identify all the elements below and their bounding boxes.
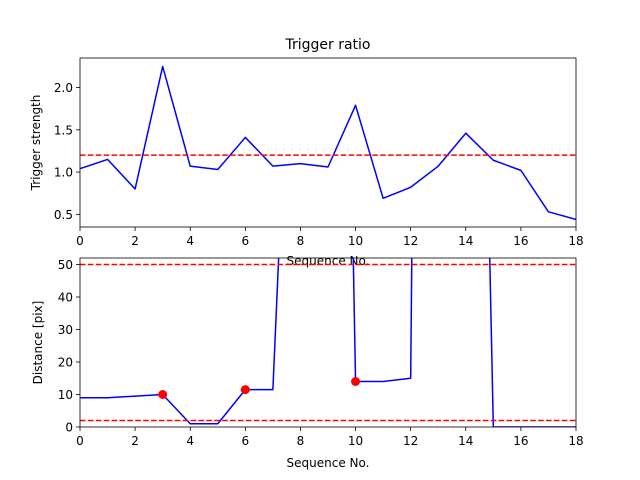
trigger-ratio-x-tick-label: 12 bbox=[403, 234, 418, 248]
trigger-ratio-x-tick-label: 0 bbox=[76, 234, 84, 248]
distance-x-tick-label: 10 bbox=[348, 434, 363, 448]
distance-x-tick-label: 6 bbox=[242, 434, 250, 448]
distance-y-tick-label: 40 bbox=[58, 291, 73, 305]
trigger-ratio-x-tick-label: 6 bbox=[242, 234, 250, 248]
distance-series-line bbox=[80, 258, 576, 427]
distance-y-tick-label: 20 bbox=[58, 356, 73, 370]
distance-x-tick-label: 4 bbox=[186, 434, 194, 448]
distance-marker-point bbox=[158, 390, 168, 399]
distance-y-tick-label: 30 bbox=[58, 323, 73, 337]
trigger-ratio-series-line bbox=[80, 65, 576, 221]
trigger-ratio-x-tick-label: 10 bbox=[348, 234, 363, 248]
distance-x-tick-label: 14 bbox=[458, 434, 473, 448]
distance-x-tick-label: 8 bbox=[297, 434, 305, 448]
distance-x-tick-label: 18 bbox=[568, 434, 583, 448]
distance-x-tick-label: 0 bbox=[76, 434, 84, 448]
trigger-ratio-x-tick-label: 16 bbox=[513, 234, 528, 248]
distance-marker-point bbox=[351, 377, 361, 386]
distance-marker-point bbox=[240, 385, 250, 395]
trigger-ratio-plot-area bbox=[80, 65, 576, 221]
distance-x-axis-label: Sequence No. bbox=[287, 456, 370, 470]
distance-y-tick-label: 10 bbox=[58, 388, 73, 402]
trigger-ratio-title: Trigger ratio bbox=[284, 37, 370, 53]
trigger-ratio-x-tick-label: 4 bbox=[186, 234, 194, 248]
distance-axes-frame bbox=[79, 257, 577, 428]
distance-plot-area bbox=[80, 258, 576, 427]
trigger-ratio-y-tick-label: 2.0 bbox=[54, 81, 73, 95]
trigger-ratio-x-ticks: 0 2 4 6 8 10 12 14 16 18 bbox=[76, 227, 584, 248]
trigger-ratio-y-tick-label: 1.0 bbox=[54, 166, 73, 180]
trigger-ratio-x-axis-label: Sequence No. bbox=[287, 254, 370, 268]
distance-y-axis-label: Distance [pix] bbox=[31, 301, 45, 385]
trigger-ratio-y-tick-label: 1.5 bbox=[54, 123, 73, 137]
distance-y-tick-label: 50 bbox=[58, 258, 73, 272]
trigger-ratio-x-tick-label: 14 bbox=[458, 234, 473, 248]
trigger-ratio-y-axis-label: Trigger strength bbox=[29, 95, 43, 192]
trigger-ratio-x-tick-label: 8 bbox=[297, 234, 305, 248]
distance-x-ticks: 0 2 4 6 8 10 12 14 16 18 bbox=[76, 427, 584, 448]
trigger-ratio-chart: 0 2 4 6 8 10 12 14 16 18 0.5 1.0 1.5 2.0 Trigger rat… bbox=[29, 37, 584, 268]
trigger-ratio-y-tick-label: 0.5 bbox=[54, 208, 73, 222]
trigger-ratio-axes-frame bbox=[79, 57, 577, 228]
distance-y-tick-label: 0 bbox=[65, 421, 73, 435]
distance-y-ticks: 0 10 20 30 40 50 bbox=[58, 258, 80, 435]
trigger-ratio-x-tick-label: 2 bbox=[131, 234, 139, 248]
trigger-ratio-y-ticks: 0.5 1.0 1.5 2.0 bbox=[54, 81, 80, 222]
distance-x-tick-label: 16 bbox=[513, 434, 528, 448]
trigger-ratio-x-tick-label: 18 bbox=[568, 234, 583, 248]
distance-chart: 0 2 4 6 8 10 12 14 16 18 0 10 20 30 40 50 Sequence No.… bbox=[31, 257, 584, 470]
distance-x-tick-label: 12 bbox=[403, 434, 418, 448]
distance-x-tick-label: 2 bbox=[131, 434, 139, 448]
